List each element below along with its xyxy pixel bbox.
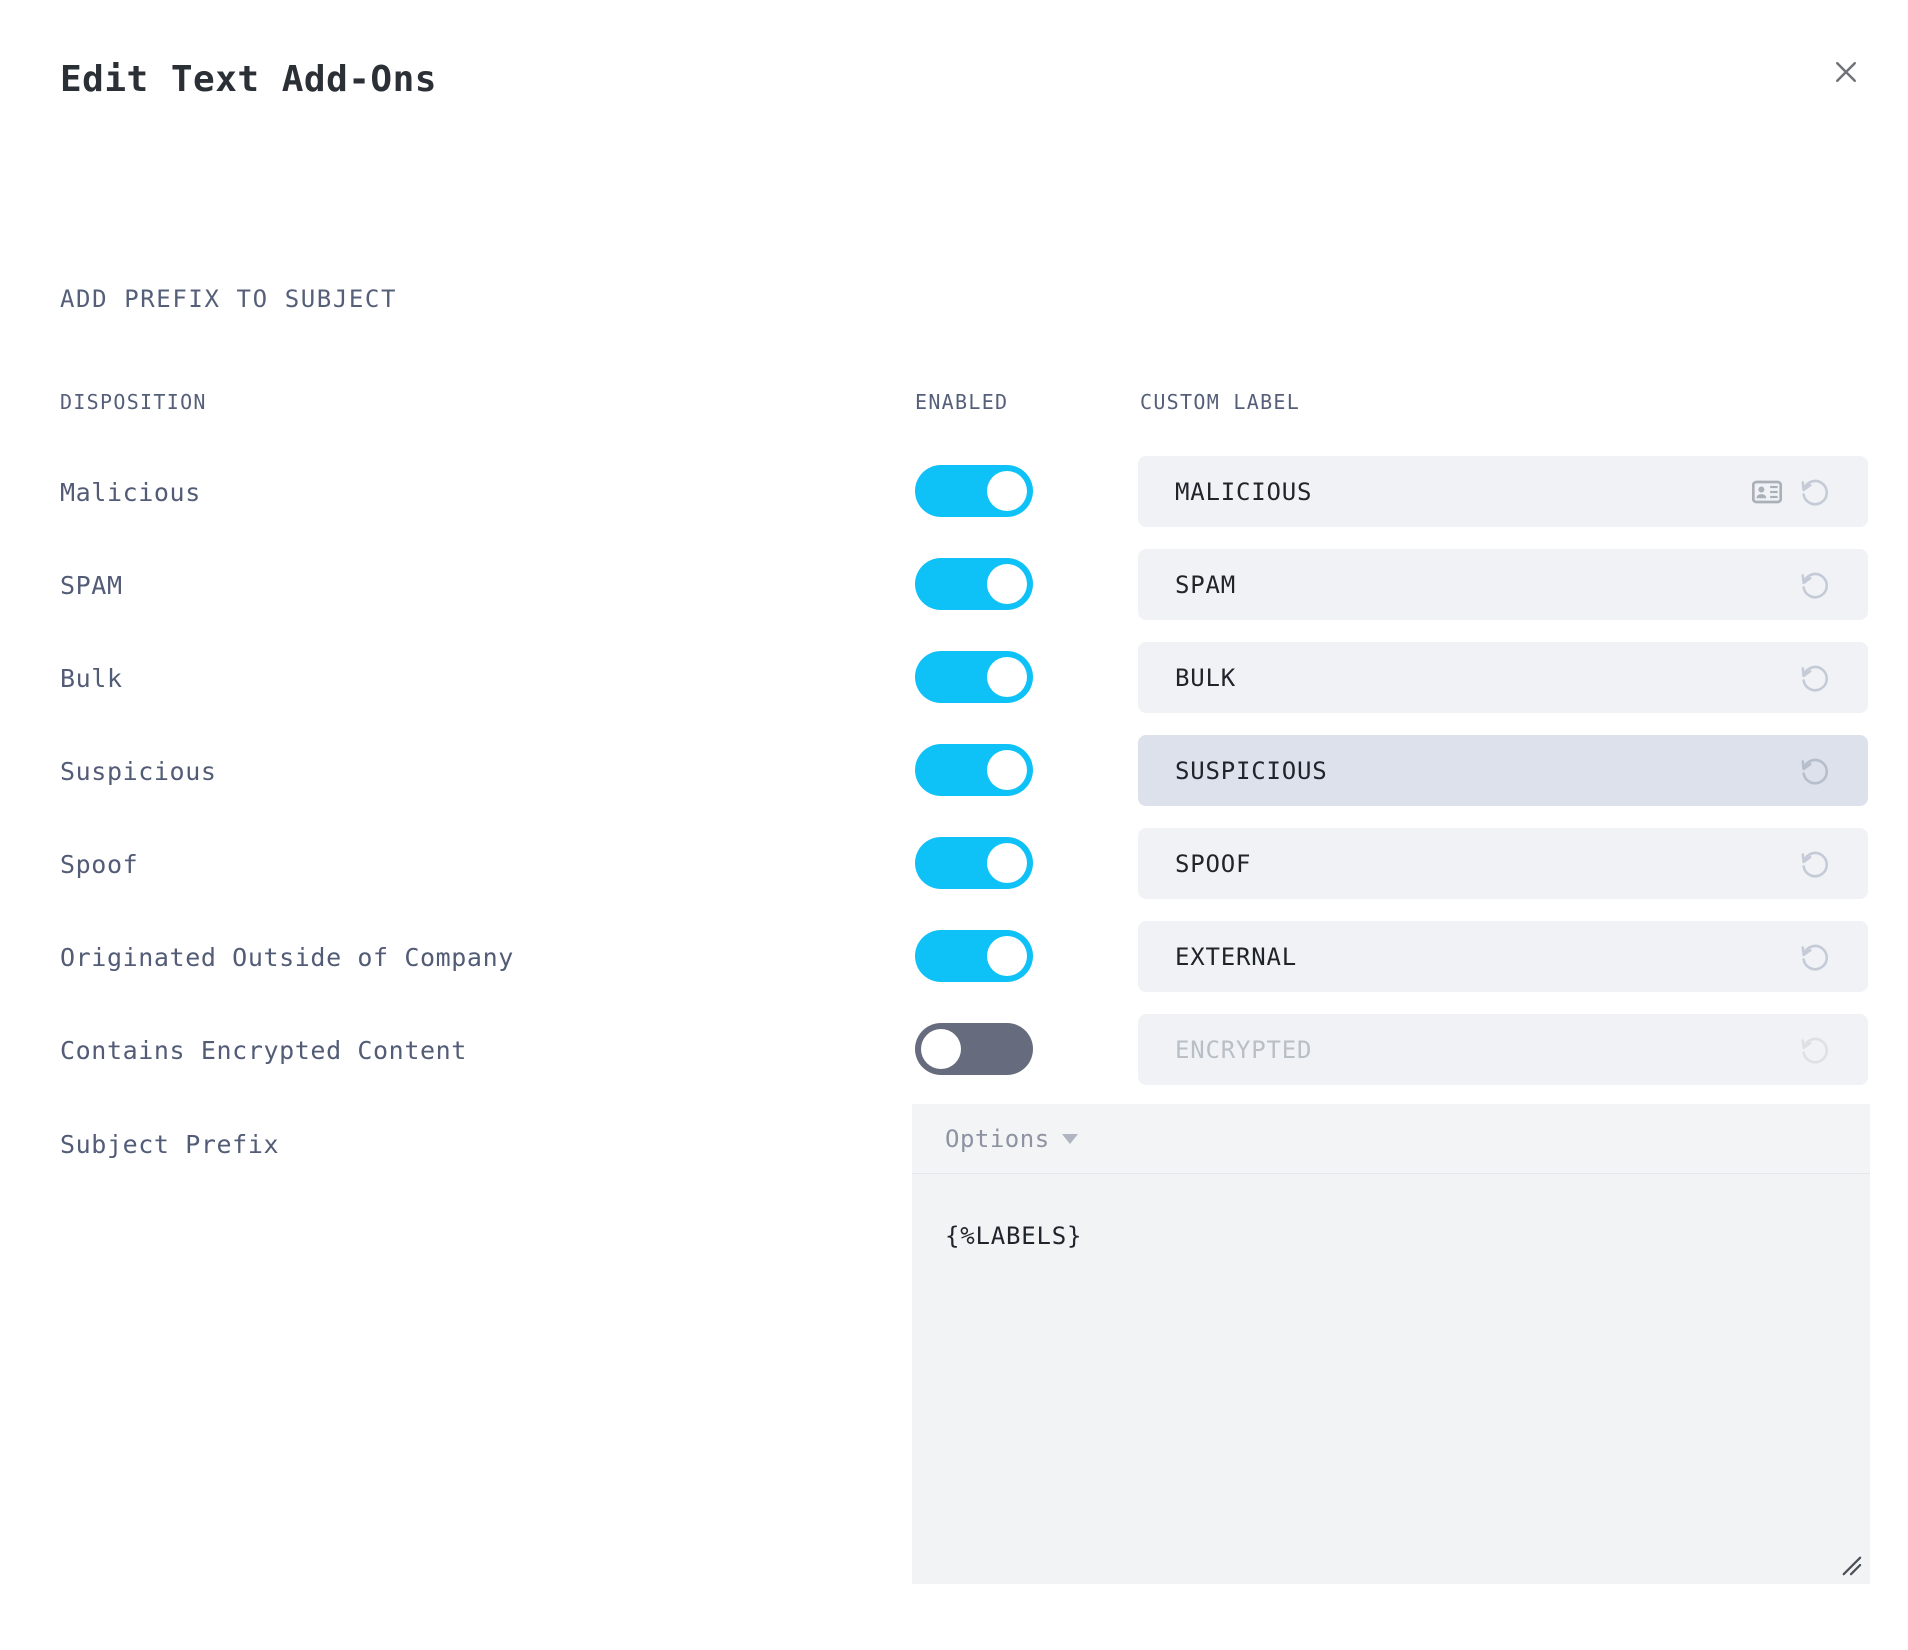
enabled-toggle[interactable] — [915, 651, 1033, 703]
disposition-rows: Malicious SPAM — [0, 452, 1908, 1103]
custom-label-input[interactable] — [1138, 756, 1798, 785]
custom-label-input — [1138, 1035, 1798, 1064]
dialog-header: Edit Text Add-Ons — [0, 0, 1908, 150]
field-icon-group — [1798, 754, 1868, 788]
disposition-label: Spoof — [60, 850, 139, 879]
chevron-down-icon — [1061, 1133, 1078, 1144]
table-row: Originated Outside of Company — [0, 917, 1908, 1010]
reset-icon[interactable] — [1798, 940, 1832, 974]
subject-prefix-editor: Options — [912, 1104, 1870, 1584]
custom-label-field[interactable] — [1138, 549, 1868, 620]
custom-label-input[interactable] — [1138, 477, 1752, 506]
reset-icon[interactable] — [1798, 661, 1832, 695]
toggle-knob — [987, 657, 1027, 697]
custom-label-field[interactable] — [1138, 1014, 1868, 1085]
field-icon-group — [1798, 940, 1868, 974]
enabled-toggle[interactable] — [915, 465, 1033, 517]
enabled-toggle[interactable] — [915, 930, 1033, 982]
custom-label-field[interactable] — [1138, 735, 1868, 806]
page-title: Edit Text Add-Ons — [60, 59, 437, 100]
editor-body — [912, 1174, 1870, 1584]
custom-label-field[interactable] — [1138, 456, 1868, 527]
custom-label-input[interactable] — [1138, 849, 1798, 878]
subject-prefix-label: Subject Prefix — [60, 1130, 280, 1159]
table-row: Contains Encrypted Content — [0, 1010, 1908, 1103]
id-card-icon[interactable] — [1752, 480, 1782, 504]
field-icon-group — [1798, 1033, 1868, 1067]
editor-toolbar: Options — [912, 1104, 1870, 1174]
reset-icon[interactable] — [1798, 847, 1832, 881]
toggle-knob — [987, 564, 1027, 604]
reset-icon[interactable] — [1798, 475, 1832, 509]
enabled-toggle[interactable] — [915, 1023, 1033, 1075]
toggle-knob — [921, 1029, 961, 1069]
reset-icon — [1798, 1033, 1832, 1067]
toggle-knob — [987, 936, 1027, 976]
disposition-label: Originated Outside of Company — [60, 943, 514, 972]
custom-label-field[interactable] — [1138, 828, 1868, 899]
column-header-disposition: DISPOSITION — [60, 390, 207, 414]
custom-label-field[interactable] — [1138, 642, 1868, 713]
field-icon-group — [1798, 661, 1868, 695]
disposition-label: Bulk — [60, 664, 123, 693]
enabled-toggle[interactable] — [915, 837, 1033, 889]
table-row: Suspicious — [0, 731, 1908, 824]
close-icon — [1831, 57, 1861, 87]
enabled-toggle[interactable] — [915, 558, 1033, 610]
field-icon-group — [1752, 475, 1868, 509]
custom-label-field[interactable] — [1138, 921, 1868, 992]
column-header-enabled: ENABLED — [915, 390, 1009, 414]
close-button[interactable] — [1820, 46, 1872, 98]
disposition-label: Malicious — [60, 478, 201, 507]
toggle-knob — [987, 843, 1027, 883]
table-row: Bulk — [0, 638, 1908, 731]
custom-label-input[interactable] — [1138, 570, 1798, 599]
enabled-toggle[interactable] — [915, 744, 1033, 796]
disposition-label: Contains Encrypted Content — [60, 1036, 467, 1065]
field-icon-group — [1798, 568, 1868, 602]
custom-label-input[interactable] — [1138, 942, 1798, 971]
subject-prefix-textarea[interactable] — [945, 1220, 1778, 1520]
table-row: SPAM — [0, 545, 1908, 638]
options-dropdown-button[interactable]: Options — [945, 1125, 1078, 1153]
disposition-label: SPAM — [60, 571, 123, 600]
section-label: ADD PREFIX TO SUBJECT — [60, 285, 398, 313]
reset-icon[interactable] — [1798, 754, 1832, 788]
reset-icon[interactable] — [1798, 568, 1832, 602]
toggle-knob — [987, 471, 1027, 511]
resize-grip-icon[interactable] — [1840, 1554, 1862, 1576]
column-header-custom-label: CUSTOM LABEL — [1140, 390, 1301, 414]
table-row: Malicious — [0, 452, 1908, 545]
table-row: Spoof — [0, 824, 1908, 917]
disposition-label: Suspicious — [60, 757, 217, 786]
options-button-label: Options — [945, 1124, 1050, 1153]
table-column-headers: DISPOSITION ENABLED CUSTOM LABEL — [0, 390, 1908, 420]
toggle-knob — [987, 750, 1027, 790]
custom-label-input[interactable] — [1138, 663, 1798, 692]
field-icon-group — [1798, 847, 1868, 881]
